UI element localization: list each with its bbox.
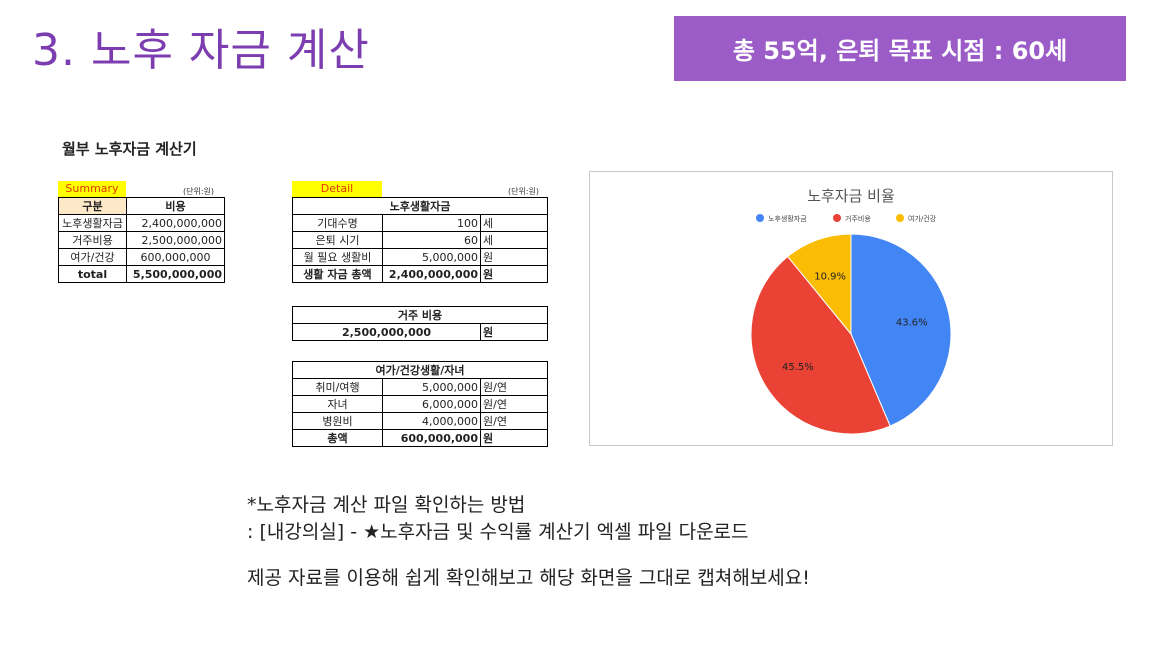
slide-title: 3. 노후 자금 계산: [32, 25, 370, 76]
detail-tag: Detail: [292, 181, 382, 197]
legend-label: 노후생활자금: [768, 214, 807, 223]
housing-cost-header: 거주 비용: [292, 306, 548, 324]
table-row: 여가/건강 600,000,000: [58, 248, 225, 266]
summary-total-value: 5,500,000,000: [126, 265, 225, 283]
summary-row-label: 노후생활자금: [58, 214, 127, 232]
detail-row-value: 60: [382, 231, 481, 249]
table-row: 은퇴 시기 60 세: [292, 231, 549, 249]
detail-row-label: 취미/여행: [292, 378, 383, 396]
pie-slice-labels: 43.6% 45.5% 10.9%: [782, 272, 928, 373]
detail-row-value: 2,400,000,000: [382, 265, 481, 283]
leisure-total-row: 총액 600,000,000 원: [292, 429, 549, 447]
legend-label: 거주비용: [845, 214, 871, 223]
detail-row-label: 생활 자금 총액: [292, 265, 383, 283]
leisure-cost-table: 여가/건강생활/자녀 취미/여행 5,000,000 원/연 자녀 6,000,…: [291, 361, 549, 447]
pie-slice-label: 10.9%: [814, 272, 846, 283]
legend-swatch: [833, 214, 841, 222]
chart-legend: 노후생활자금 거주비용 여가/건강: [756, 214, 937, 223]
detail-row-value: 5,000,000: [382, 378, 481, 396]
detail-row-label: 기대수명: [292, 214, 383, 232]
detail-row-unit: 원: [479, 429, 549, 447]
pie-slice-label: 43.6%: [896, 318, 928, 329]
table-row: 기대수명 100 세: [292, 214, 549, 232]
instruction-line: *노후자금 계산 파일 확인하는 방법: [247, 494, 526, 516]
detail-row-label: 병원비: [292, 412, 383, 430]
pie-slice-label: 45.5%: [782, 362, 814, 373]
summary-row-label: 여가/건강: [58, 248, 127, 266]
detail-row-label: 총액: [292, 429, 383, 447]
pie-chart-panel: 노후자금 비율 노후생활자금 거주비용 여가/건강 43.6% 45.5% 10.9%: [589, 171, 1113, 446]
pie-slice: [750, 255, 891, 435]
pie-slice: [850, 233, 952, 427]
summary-total-label: total: [58, 265, 127, 283]
legend-label: 여가/건강: [908, 214, 937, 223]
summary-header-cost: 비용: [126, 197, 225, 215]
detail-row-unit: 세: [479, 214, 549, 232]
table-row: 거주비용 2,500,000,000: [58, 231, 225, 249]
summary-row-value: 2,500,000,000: [126, 231, 225, 249]
summary-header-row: 구분 비용: [58, 197, 225, 215]
detail-row-value: 100: [382, 214, 481, 232]
summary-total-row: total 5,500,000,000: [58, 265, 225, 283]
detail-unit-label: (단위:원): [508, 187, 540, 196]
summary-unit-label: (단위:원): [183, 187, 215, 196]
summary-row-label: 거주비용: [58, 231, 127, 249]
detail-row-unit: 세: [479, 231, 549, 249]
summary-header-category: 구분: [58, 197, 127, 215]
housing-cost-unit: 원: [480, 323, 548, 341]
housing-cost-table: 거주 비용 2,500,000,000 원: [292, 306, 548, 341]
detail-row-unit: 원/연: [479, 412, 549, 430]
goal-banner-text: 총 55억, 은퇴 목표 시점 : 60세: [732, 37, 1068, 65]
summary-row-value: 600,000,000: [126, 248, 225, 266]
living-cost-table: 노후생활자금 기대수명 100 세 은퇴 시기 60 세 월 필요 생활비 5,…: [291, 197, 549, 283]
pie-slice: [787, 233, 852, 336]
summary-row-value: 2,400,000,000: [126, 214, 225, 232]
detail-row-unit: 원/연: [479, 378, 549, 396]
housing-cost-value: 2,500,000,000: [292, 323, 481, 341]
table-row: 병원비 4,000,000 원/연: [292, 412, 549, 430]
goal-banner: 총 55억, 은퇴 목표 시점 : 60세: [674, 16, 1126, 81]
detail-row-unit: 원/연: [479, 395, 549, 413]
living-total-row: 생활 자금 총액 2,400,000,000 원: [292, 265, 549, 283]
detail-row-label: 월 필요 생활비: [292, 248, 383, 266]
living-cost-header: 노후생활자금: [291, 197, 549, 215]
detail-row-value: 600,000,000: [382, 429, 481, 447]
instructions: *노후자금 계산 파일 확인하는 방법 : [내강의실] - ★노후자금 및 수…: [247, 492, 810, 592]
instruction-line: : [내강의실] - ★노후자금 및 수익률 계산기 엑셀 파일 다운로드: [247, 521, 749, 543]
pie-chart: 노후자금 비율 노후생활자금 거주비용 여가/건강 43.6% 45.5% 10.9%: [750, 187, 952, 435]
summary-tag: Summary: [58, 181, 126, 197]
legend-swatch: [896, 214, 904, 222]
instruction-line: 제공 자료를 이용해 쉽게 확인해보고 해당 화면을 그대로 캡쳐해보세요!: [247, 567, 810, 589]
detail-row-unit: 원: [479, 248, 549, 266]
leisure-cost-header: 여가/건강생활/자녀: [291, 361, 549, 379]
table-row: 2,500,000,000 원: [292, 323, 548, 341]
detail-row-label: 자녀: [292, 395, 383, 413]
detail-row-label: 은퇴 시기: [292, 231, 383, 249]
detail-row-value: 5,000,000: [382, 248, 481, 266]
sheet-title: 월부 노후자금 계산기: [62, 140, 197, 158]
table-row: 월 필요 생활비 5,000,000 원: [292, 248, 549, 266]
table-row: 취미/여행 5,000,000 원/연: [292, 378, 549, 396]
table-row: 자녀 6,000,000 원/연: [292, 395, 549, 413]
detail-row-value: 4,000,000: [382, 412, 481, 430]
detail-row-value: 6,000,000: [382, 395, 481, 413]
summary-table: 구분 비용 노후생활자금 2,400,000,000 거주비용 2,500,00…: [58, 197, 225, 283]
chart-title: 노후자금 비율: [807, 187, 895, 205]
legend-swatch: [756, 214, 764, 222]
detail-row-unit: 원: [479, 265, 549, 283]
pie-slices: [750, 233, 952, 435]
table-row: 노후생활자금 2,400,000,000: [58, 214, 225, 232]
